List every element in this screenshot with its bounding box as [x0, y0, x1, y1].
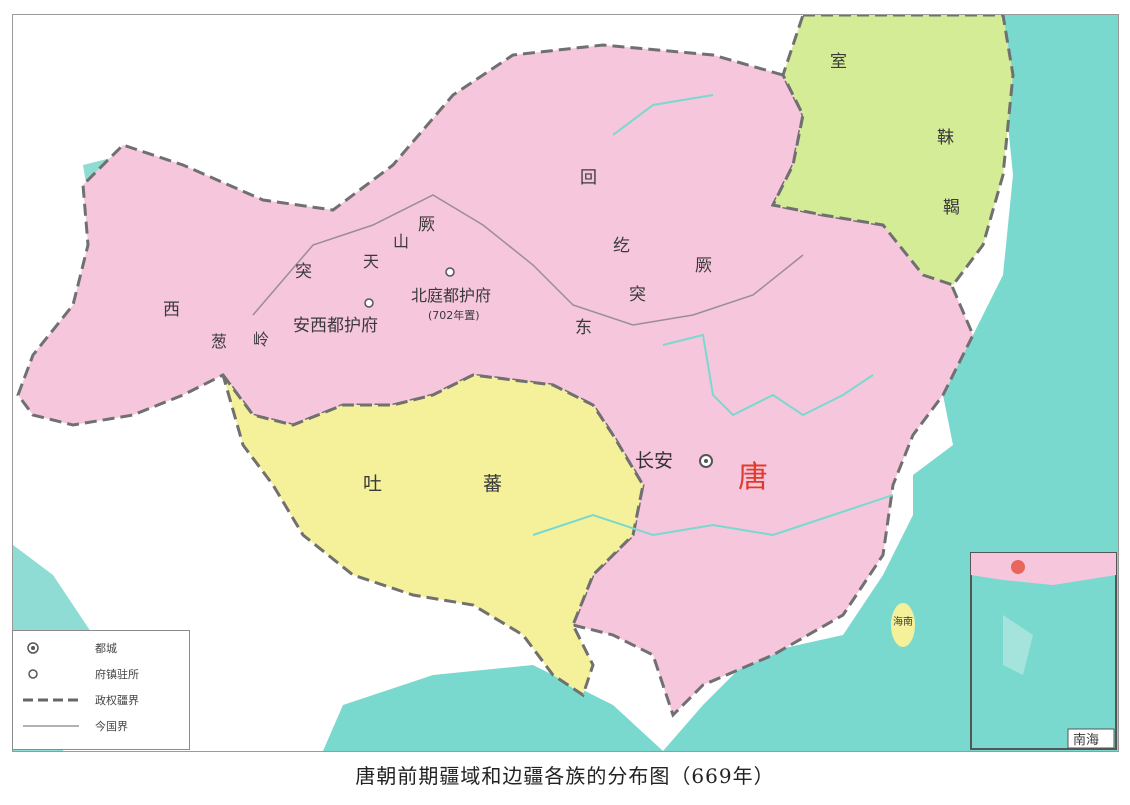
anxi-seat-icon [364, 298, 374, 308]
label-tujue-east-4: 纥 [613, 236, 630, 256]
legend-row-seat: 府镇驻所 [23, 663, 183, 685]
label-tianshan-1: 天 [363, 252, 379, 271]
river-huanghe [662, 333, 874, 417]
legend-row-modern-boundary: 今国界 [23, 715, 183, 737]
legend-label-modern-boundary: 今国界 [95, 720, 128, 733]
label-tujue-west-2: 厥 [418, 215, 435, 235]
south-sea [323, 665, 663, 751]
label-tang: 唐 [738, 460, 768, 495]
map-caption: 唐朝前期疆域和边疆各族的分布图（669年） [355, 764, 775, 788]
label-shiwei: 室 [830, 52, 847, 72]
label-changan: 长安 [635, 450, 673, 472]
label-beiting: 北庭都护府 [411, 286, 491, 305]
legend-row-capital: 都城 [23, 637, 183, 659]
label-tujue-east-2: 突 [629, 285, 646, 305]
internal-boundary [252, 194, 804, 326]
label-congling-2: 岭 [253, 330, 269, 349]
label-huihe: 回 [580, 168, 597, 188]
label-mohe-1: 靺 [937, 128, 954, 148]
label-xi: 西 [163, 300, 180, 320]
label-tubo-1: 吐 [363, 473, 382, 495]
label-beiting-note: (702年置) [428, 308, 480, 322]
label-nanhai: 南海 [1073, 732, 1099, 748]
label-tujue-west-1: 突 [295, 262, 312, 282]
historical-map: 唐 长安 吐 蕃 室 靺 鞨 回 西 葱 岭 突 天 山 厥 安西都护府 北庭都… [13, 15, 1118, 751]
tubo-territory [221, 373, 645, 698]
hainan-island [891, 603, 915, 647]
map-legend: 都城 府镇驻所 政权疆界 今国界 [12, 630, 190, 750]
south-sea-inset: 南海 [970, 552, 1117, 750]
label-tubo-2: 蕃 [483, 473, 502, 495]
map-frame: 唐 长安 吐 蕃 室 靺 鞨 回 西 葱 岭 突 天 山 厥 安西都护府 北庭都… [12, 14, 1119, 752]
label-anxi: 安西都护府 [293, 316, 378, 336]
seat-icon [28, 669, 38, 679]
river-north [612, 94, 714, 136]
label-congling-1: 葱 [211, 332, 227, 351]
label-mohe-2: 鞨 [943, 198, 960, 218]
modern-boundary-line-icon [23, 725, 79, 727]
river-changjiang [532, 494, 894, 537]
legend-label-seat: 府镇驻所 [95, 668, 139, 681]
boundary-line-icon [23, 698, 79, 702]
capital-icon [27, 642, 39, 654]
legend-row-boundary: 政权疆界 [23, 689, 183, 711]
beiting-seat-icon [445, 267, 455, 277]
label-tianshan-2: 山 [393, 232, 409, 251]
label-tujue-east-3: 厥 [695, 256, 712, 276]
legend-label-boundary: 政权疆界 [95, 694, 139, 707]
label-hainan: 海南 [893, 615, 913, 628]
mohe-territory [770, 15, 1015, 287]
legend-label-capital: 都城 [95, 642, 117, 655]
label-tujue-east-1: 东 [575, 318, 592, 338]
